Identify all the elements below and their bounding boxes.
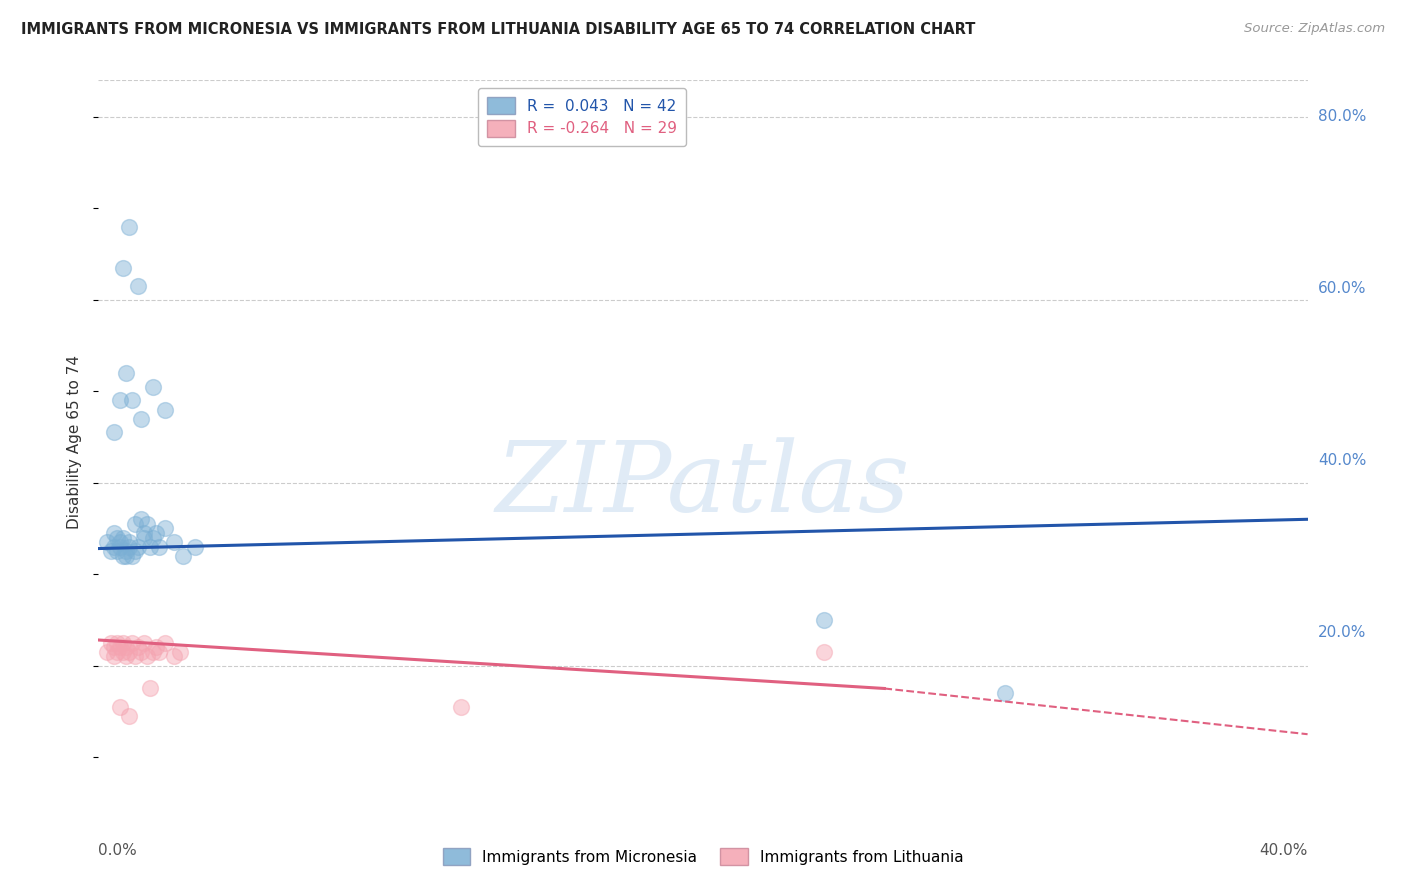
Point [100, 636, 122, 650]
Point [111, 549, 134, 563]
Point [153, 402, 176, 417]
Text: Source: ZipAtlas.com: Source: ZipAtlas.com [1244, 22, 1385, 36]
Point [105, 531, 128, 545]
Point [148, 540, 170, 554]
Point [114, 544, 136, 558]
Legend: Immigrants from Micronesia, Immigrants from Lithuania: Immigrants from Micronesia, Immigrants f… [436, 842, 970, 871]
Point [108, 393, 131, 408]
Point [103, 640, 125, 655]
Point [114, 649, 136, 664]
Point [124, 544, 146, 558]
Point [132, 526, 155, 541]
Point [135, 516, 157, 531]
Y-axis label: Disability Age 65 to 74: Disability Age 65 to 74 [67, 354, 83, 529]
Point [114, 366, 136, 380]
Point [103, 526, 125, 541]
Point [129, 512, 152, 526]
Point [118, 540, 141, 554]
Point [994, 686, 1017, 700]
Point [108, 535, 131, 549]
Point [163, 649, 186, 664]
Point [111, 260, 134, 275]
Point [153, 636, 176, 650]
Point [96, 645, 118, 659]
Point [139, 681, 162, 696]
Point [127, 279, 149, 293]
Point [114, 640, 136, 655]
Point [127, 640, 149, 655]
Point [111, 645, 134, 659]
Point [121, 636, 143, 650]
Point [121, 549, 143, 563]
Point [129, 411, 152, 425]
Point [114, 549, 136, 563]
Point [124, 516, 146, 531]
Point [108, 540, 131, 554]
Point [127, 540, 149, 554]
Legend: R =  0.043   N = 42, R = -0.264   N = 29: R = 0.043 N = 42, R = -0.264 N = 29 [478, 88, 686, 145]
Point [145, 640, 167, 655]
Point [813, 645, 835, 659]
Point [103, 649, 125, 664]
Point [118, 535, 141, 549]
Text: 40.0%: 40.0% [1260, 843, 1308, 857]
Point [813, 613, 835, 627]
Point [132, 531, 155, 545]
Point [108, 699, 131, 714]
Point [142, 531, 165, 545]
Point [148, 645, 170, 659]
Text: 0.0%: 0.0% [98, 843, 138, 857]
Point [108, 640, 131, 655]
Point [142, 379, 165, 393]
Point [111, 636, 134, 650]
Point [139, 540, 162, 554]
Text: ZIPatlas: ZIPatlas [496, 437, 910, 533]
Point [124, 649, 146, 664]
Point [103, 425, 125, 440]
Point [450, 699, 472, 714]
Point [132, 636, 155, 650]
Point [103, 540, 125, 554]
Point [135, 649, 157, 664]
Point [118, 219, 141, 234]
Point [105, 645, 128, 659]
Point [163, 535, 186, 549]
Point [129, 645, 152, 659]
Point [100, 544, 122, 558]
Point [111, 531, 134, 545]
Point [121, 393, 143, 408]
Point [118, 709, 141, 723]
Point [96, 535, 118, 549]
Point [184, 540, 207, 554]
Point [145, 526, 167, 541]
Point [172, 549, 194, 563]
Point [153, 521, 176, 535]
Point [169, 645, 191, 659]
Point [105, 544, 128, 558]
Point [118, 645, 141, 659]
Point [142, 645, 165, 659]
Text: IMMIGRANTS FROM MICRONESIA VS IMMIGRANTS FROM LITHUANIA DISABILITY AGE 65 TO 74 : IMMIGRANTS FROM MICRONESIA VS IMMIGRANTS… [21, 22, 976, 37]
Point [105, 636, 128, 650]
